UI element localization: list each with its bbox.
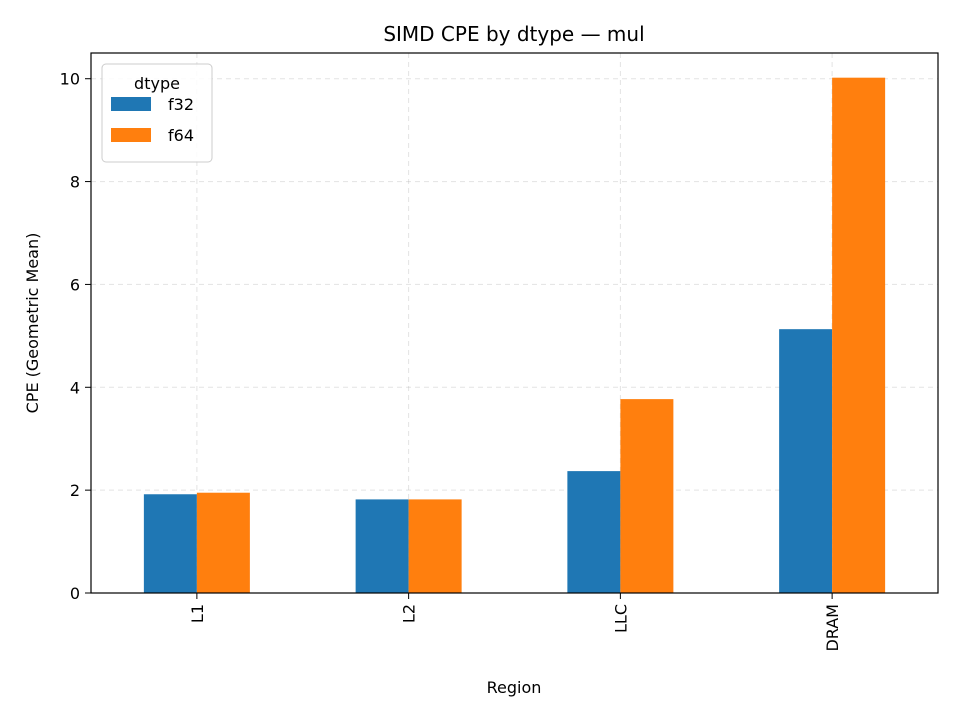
bar-f32-l1 bbox=[143, 494, 197, 593]
legend-label-f64: f64 bbox=[168, 126, 194, 145]
y-tick-label: 8 bbox=[70, 173, 80, 192]
plot-frame bbox=[90, 52, 939, 594]
legend-label-f32: f32 bbox=[168, 95, 194, 114]
y-tick-label: 0 bbox=[70, 584, 80, 603]
x-tick-label: L1 bbox=[188, 604, 207, 623]
chart-title: SIMD CPE by dtype — mul bbox=[383, 22, 644, 46]
y-tick-label: 6 bbox=[70, 275, 80, 294]
bar-f64-dram bbox=[832, 77, 886, 593]
y-axis-title: CPE (Geometric Mean) bbox=[23, 233, 42, 414]
legend: dtype f32 f64 bbox=[101, 63, 213, 163]
x-tick-label: L2 bbox=[400, 604, 419, 623]
bar-f64-l1 bbox=[196, 492, 250, 593]
bars-layer bbox=[143, 77, 886, 593]
legend-items: f32 f64 bbox=[111, 95, 194, 145]
bar-f64-l2 bbox=[408, 499, 462, 593]
x-tick-label: LLC bbox=[611, 604, 630, 633]
bar-f64-llc bbox=[620, 399, 674, 593]
legend-swatch-f64 bbox=[111, 128, 151, 142]
bar-f32-llc bbox=[567, 471, 621, 593]
x-axis-title: Region bbox=[487, 678, 542, 697]
y-tick-label: 4 bbox=[70, 378, 80, 397]
y-axis: 0 2 4 6 8 10 bbox=[60, 70, 91, 603]
legend-swatch-f32 bbox=[111, 97, 151, 111]
x-axis: L1 L2 LLC DRAM bbox=[188, 593, 842, 652]
x-tick-label: DRAM bbox=[823, 604, 842, 652]
legend-title: dtype bbox=[134, 74, 180, 93]
bar-f32-dram bbox=[779, 329, 833, 593]
y-tick-label: 2 bbox=[70, 481, 80, 500]
bar-f32-l2 bbox=[355, 499, 409, 593]
y-tick-label: 10 bbox=[60, 70, 80, 89]
